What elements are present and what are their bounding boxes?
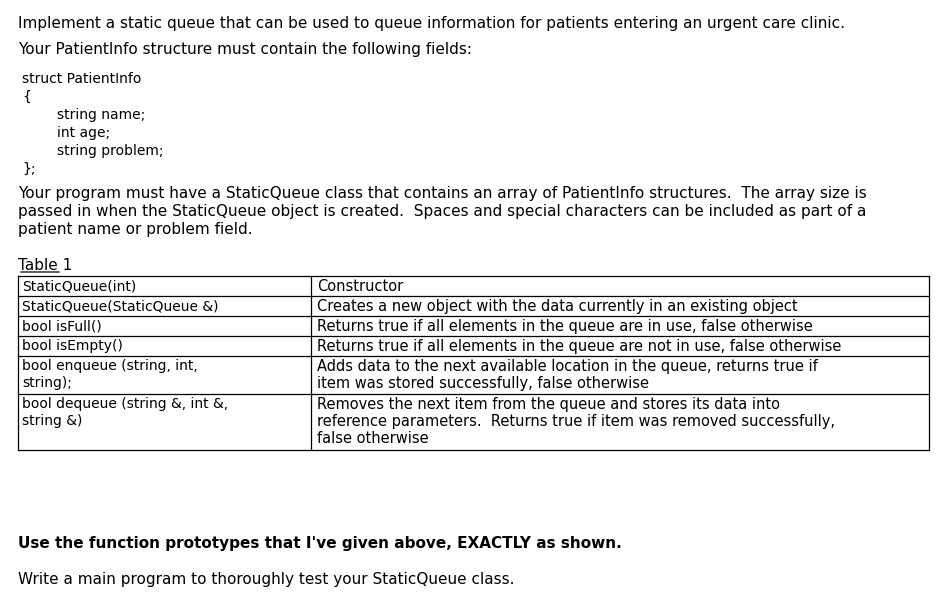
Text: Returns true if all elements in the queue are in use, false otherwise: Returns true if all elements in the queu… — [317, 319, 813, 334]
Text: bool isEmpty(): bool isEmpty() — [22, 339, 123, 353]
Text: bool dequeue (string &, int &,: bool dequeue (string &, int &, — [22, 397, 228, 411]
Text: Returns true if all elements in the queue are not in use, false otherwise: Returns true if all elements in the queu… — [317, 339, 842, 354]
Text: Your program must have a StaticQueue class that contains an array of PatientInfo: Your program must have a StaticQueue cla… — [18, 186, 866, 201]
Text: false otherwise: false otherwise — [317, 431, 429, 446]
Text: string problem;: string problem; — [22, 144, 164, 158]
Text: Your PatientInfo structure must contain the following fields:: Your PatientInfo structure must contain … — [18, 42, 472, 57]
Text: Removes the next item from the queue and stores its data into: Removes the next item from the queue and… — [317, 397, 780, 412]
Text: StaticQueue(StaticQueue &): StaticQueue(StaticQueue &) — [22, 299, 219, 313]
Text: StaticQueue(int): StaticQueue(int) — [22, 279, 136, 293]
Text: Write a main program to thoroughly test your StaticQueue class.: Write a main program to thoroughly test … — [18, 572, 514, 587]
Text: bool enqueue (string, int,: bool enqueue (string, int, — [22, 359, 198, 373]
Text: struct PatientInfo: struct PatientInfo — [22, 72, 142, 86]
Text: passed in when the StaticQueue object is created.  Spaces and special characters: passed in when the StaticQueue object is… — [18, 204, 866, 219]
Text: string);: string); — [22, 376, 72, 390]
Text: int age;: int age; — [22, 126, 110, 140]
Text: };: }; — [22, 162, 35, 176]
Text: patient name or problem field.: patient name or problem field. — [18, 222, 253, 237]
Text: string name;: string name; — [22, 108, 146, 122]
Text: bool isFull(): bool isFull() — [22, 319, 102, 333]
Text: Table 1: Table 1 — [18, 258, 72, 273]
Text: Constructor: Constructor — [317, 279, 403, 294]
Text: {: { — [22, 90, 30, 104]
Text: string &): string &) — [22, 414, 83, 428]
Text: Implement a static queue that can be used to queue information for patients ente: Implement a static queue that can be use… — [18, 16, 845, 31]
Text: item was stored successfully, false otherwise: item was stored successfully, false othe… — [317, 376, 649, 391]
Text: reference parameters.  Returns true if item was removed successfully,: reference parameters. Returns true if it… — [317, 414, 835, 429]
Text: Adds data to the next available location in the queue, returns true if: Adds data to the next available location… — [317, 359, 818, 374]
Text: Creates a new object with the data currently in an existing object: Creates a new object with the data curre… — [317, 299, 798, 314]
Text: Use the function prototypes that I've given above, EXACTLY as shown.: Use the function prototypes that I've gi… — [18, 536, 622, 551]
